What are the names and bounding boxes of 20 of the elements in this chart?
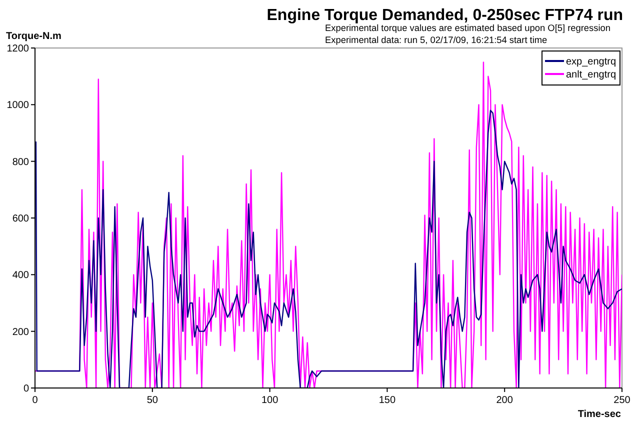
- chart-subtitle: Experimental torque values are estimated based upon O[5] regression: [325, 23, 610, 33]
- x-tick-label: 50: [146, 395, 158, 406]
- y-tick-label: 1200: [6, 44, 30, 54]
- x-tick-label: 200: [496, 395, 514, 406]
- y-tick-label: 1000: [6, 100, 30, 112]
- chart-title: Engine Torque Demanded, 0-250sec FTP74 run: [266, 7, 623, 24]
- x-tick-label: 150: [378, 395, 396, 406]
- x-tick-label: 0: [32, 395, 38, 406]
- legend-label: exp_engtrq: [566, 56, 616, 68]
- y-tick-label: 800: [12, 156, 30, 168]
- y-tick-label: 0: [23, 384, 30, 394]
- y-tick-label: 200: [12, 326, 30, 338]
- y-axis-title: Torque-N.m: [6, 31, 62, 42]
- x-axis-title: Time-sec: [578, 409, 622, 420]
- x-tick-label: 250: [614, 395, 631, 406]
- text: Experimental data: run 5, 02/17/09, 16:21:54 start time: [325, 35, 548, 45]
- x-tick-label: 100: [261, 395, 279, 406]
- legend-label: anlt_engtrq: [566, 70, 616, 80]
- y-tick-label: 400: [12, 270, 30, 282]
- y-tick-label: 600: [12, 214, 30, 224]
